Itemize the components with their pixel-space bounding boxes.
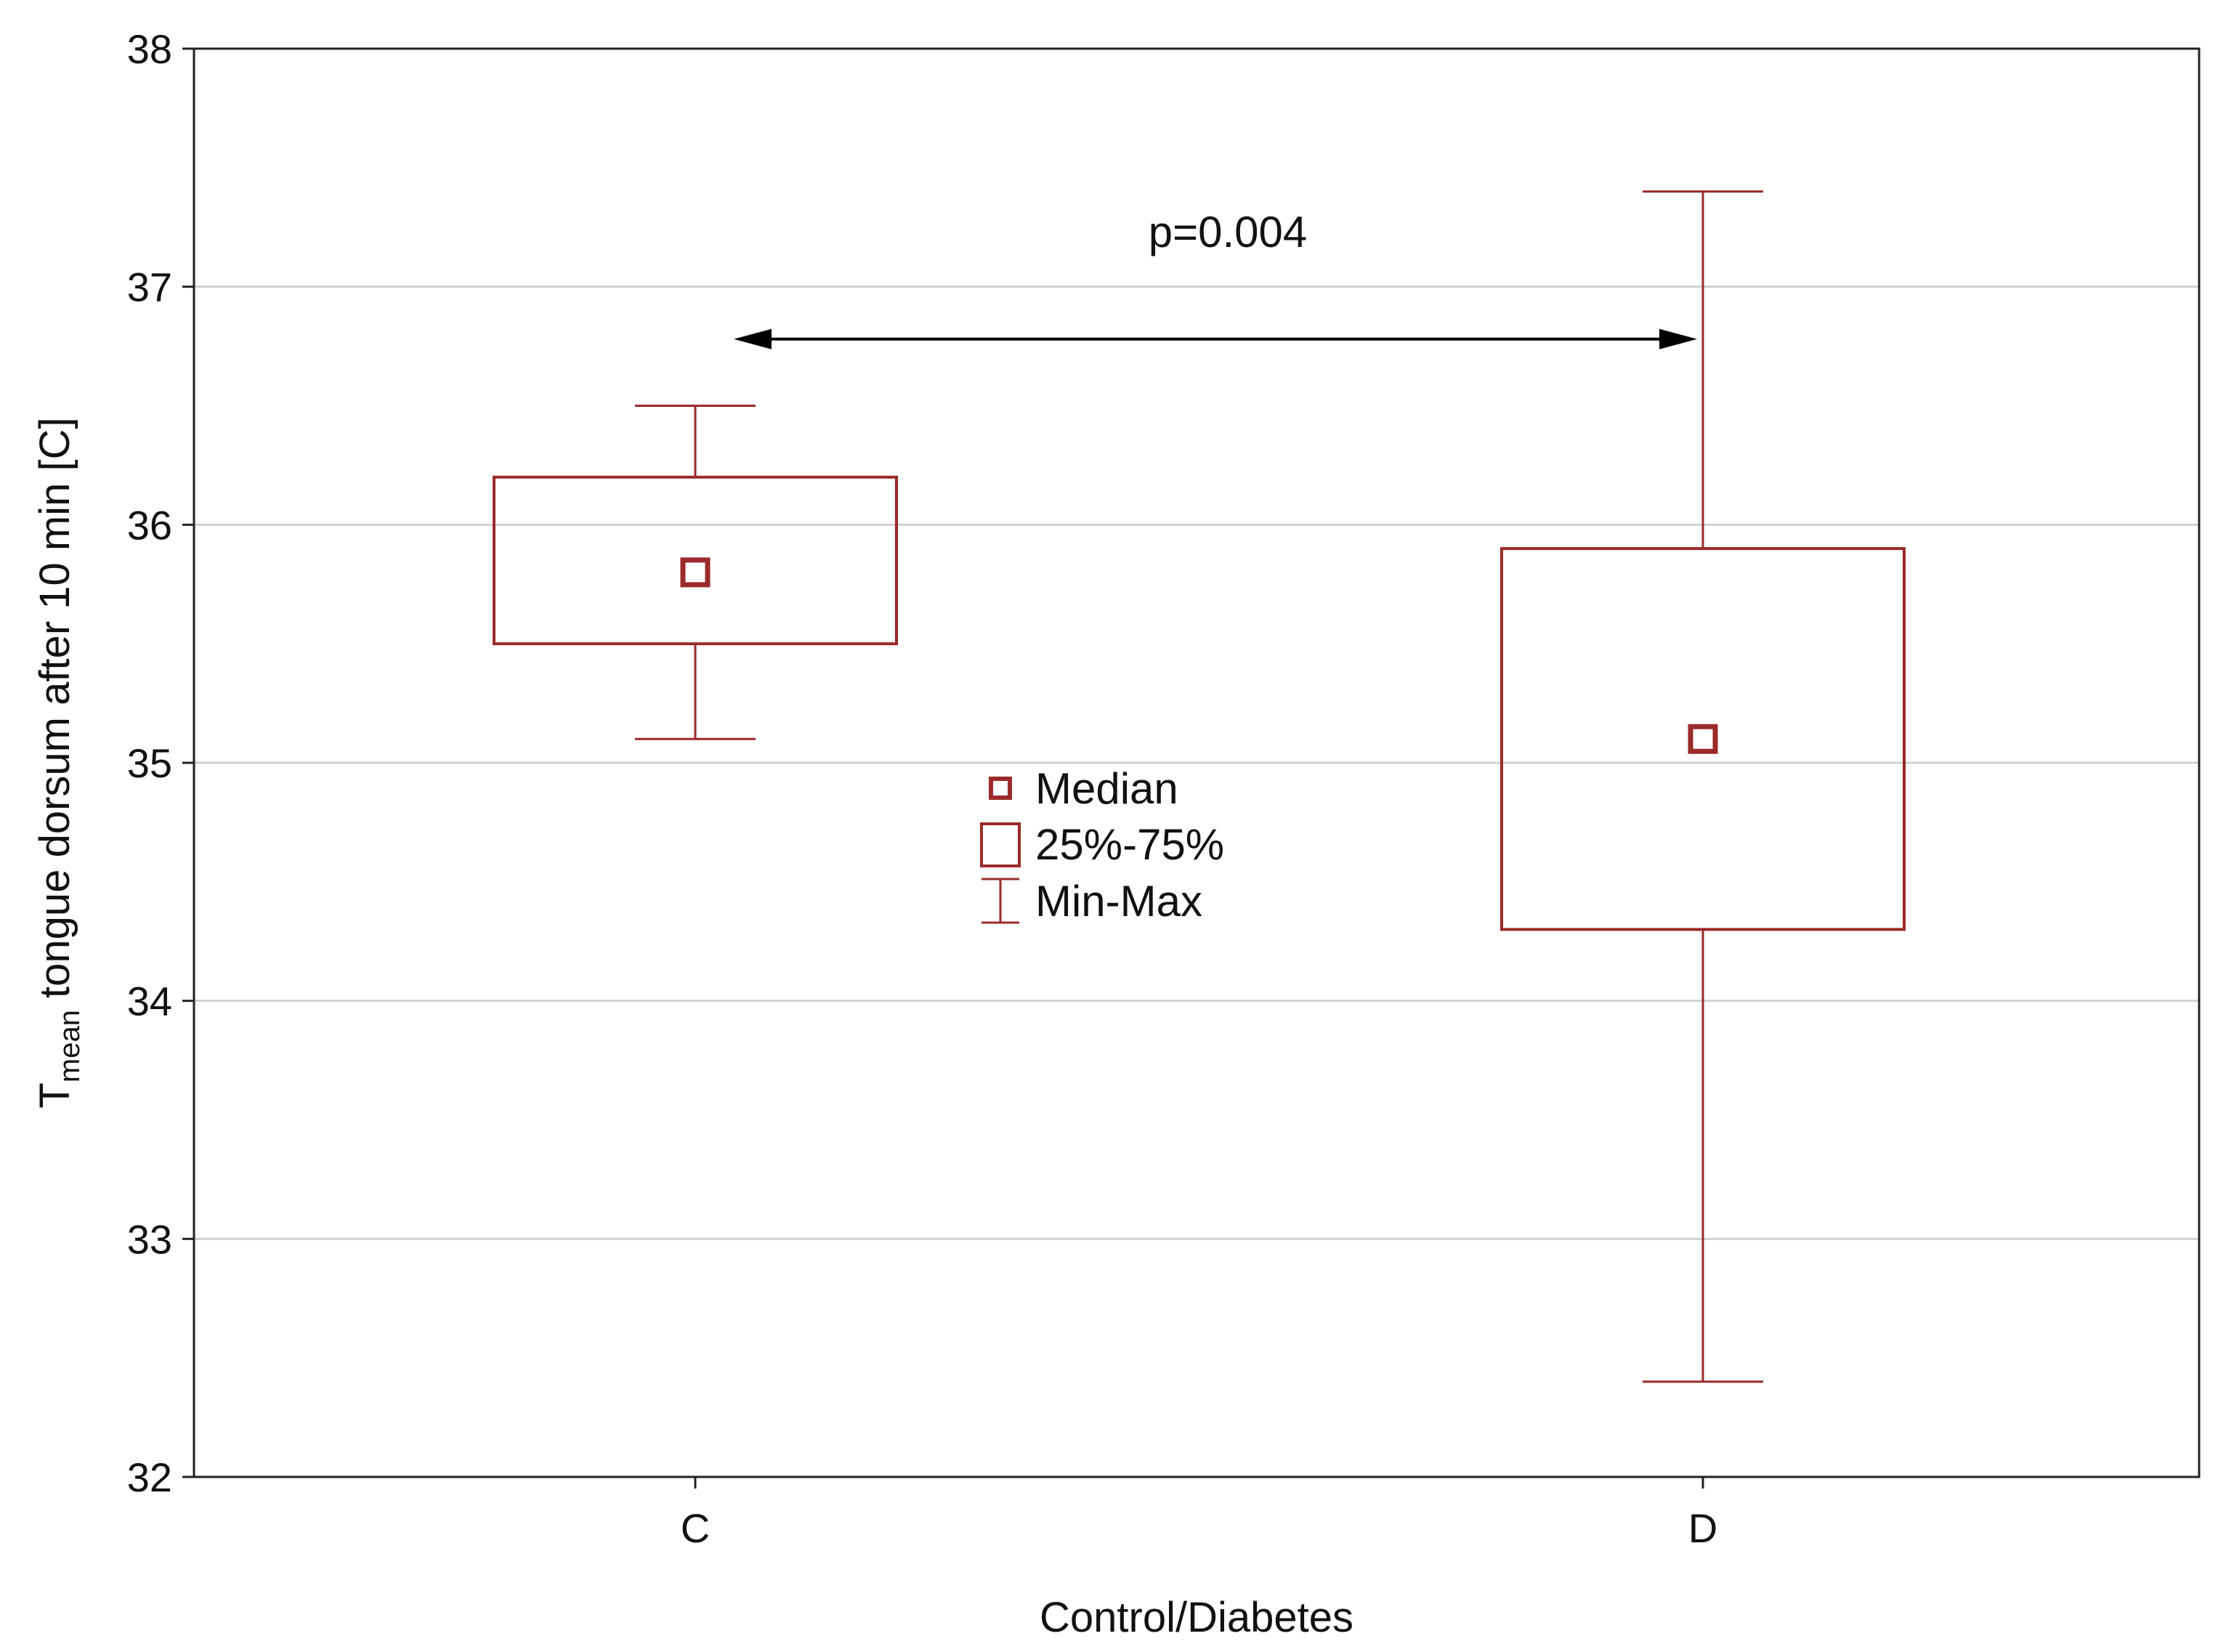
y-tick-label-38: 38 [127,26,172,72]
y-axis-ticks: 32 33 34 35 36 37 38 [127,26,194,1500]
annotation-arrowhead-left [734,328,772,349]
y-axis-title-main: T [31,1082,78,1108]
annotation-label: p=0.004 [1149,208,1308,256]
legend-label-whisker: Min-Max [1035,877,1202,926]
box-group-C [493,405,898,740]
significance-annotation: p=0.004 [734,208,1697,349]
y-axis-title: Tmean tongue dorsum after 10 min [C] [31,417,86,1108]
median-marker-C [680,557,711,588]
x-tick-label-C: C [681,1505,710,1551]
legend-box-icon [980,822,1021,867]
legend-label-median: Median [1035,764,1178,813]
x-tick-label-D: D [1688,1505,1717,1551]
box-group-D [1500,190,1906,1383]
y-tick-label-34: 34 [127,979,172,1024]
box-iqr-D [1500,547,1906,931]
y-tick-label-37: 37 [127,264,172,310]
y-axis-title-subscript: mean [54,1010,86,1082]
legend-label-box: 25%-75% [1035,820,1224,869]
x-axis-title: Control/Diabetes [1040,1594,1353,1641]
median-marker-D [1688,724,1718,754]
box-iqr-C [493,475,898,646]
legend: Median 25%-75% Min-Max [980,764,1224,926]
y-tick-label-36: 36 [127,502,172,548]
legend-median-icon [989,777,1012,800]
y-axis-title-rest: tongue dorsum after 10 min [C] [31,417,78,1010]
y-tick-label-33: 33 [127,1216,172,1262]
y-tick-label-32: 32 [127,1454,172,1500]
annotation-arrowhead-right [1659,328,1697,349]
y-tick-label-35: 35 [127,740,172,786]
grid-lines [194,286,2199,1240]
box-series [493,190,1906,1383]
